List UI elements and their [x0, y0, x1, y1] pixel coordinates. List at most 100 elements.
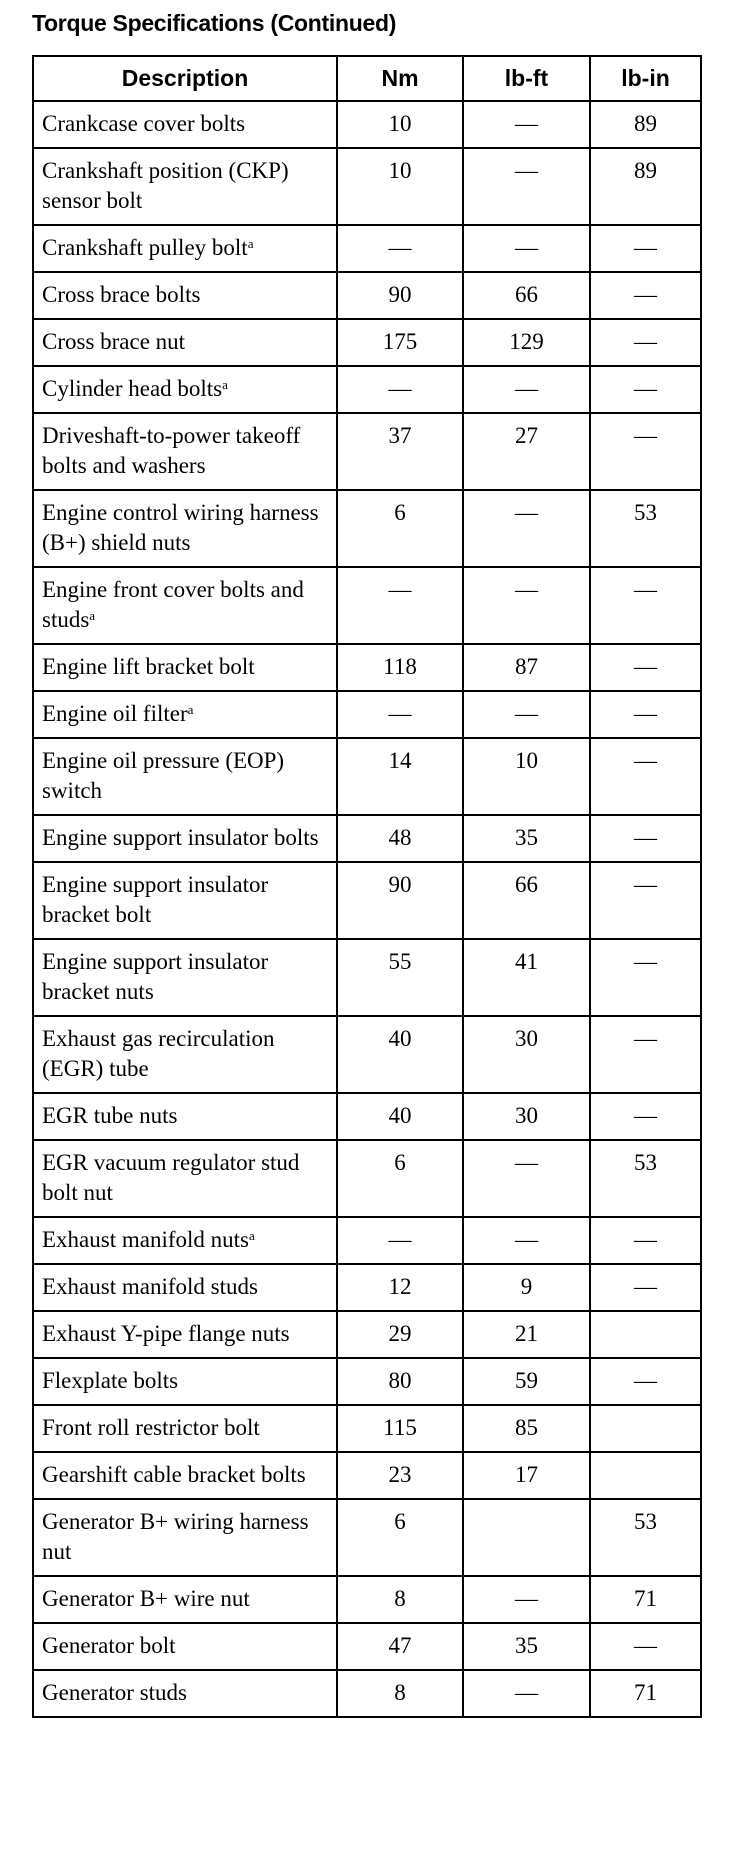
cell-lb-in: [589, 1404, 702, 1453]
cell-description: Cross brace bolts: [32, 271, 338, 320]
column-header-lb-ft: lb-ft: [462, 55, 591, 102]
cell-nm: —: [336, 224, 464, 273]
table-row: Engine front cover bolts and studsa — — —: [32, 566, 702, 645]
table-row: Cylinder head boltsa — — —: [32, 365, 702, 414]
cell-lb-in: —: [589, 814, 702, 863]
table-title: Torque Specifications (Continued): [32, 10, 397, 36]
cell-lb-in: —: [589, 365, 702, 414]
footnote-marker: a: [248, 1228, 255, 1243]
description-text: Engine oil filter: [42, 701, 188, 726]
description-text: Front roll restrictor bolt: [42, 1415, 260, 1440]
description-text: Engine control wiring harness (B+) shiel…: [42, 500, 319, 555]
table-row: Engine support insulator bolts 48 35—: [32, 814, 702, 863]
cell-description: Engine support insulator bracket nuts: [32, 938, 338, 1017]
description-text: Crankshaft position (CKP) sensor bolt: [42, 158, 289, 213]
cell-lb-in: —: [589, 412, 702, 491]
table-row: Generator B+ wiring harness nut 6 53: [32, 1498, 702, 1577]
cell-nm: 175: [336, 318, 464, 367]
cell-lb-in: —: [589, 1015, 702, 1094]
cell-description: Gearshift cable bracket bolts: [32, 1451, 338, 1500]
table-row: EGR tube nuts 40 30—: [32, 1092, 702, 1141]
cell-description: Engine oil filtera: [32, 690, 338, 739]
cell-lb-ft: 129: [462, 318, 591, 367]
cell-nm: 40: [336, 1092, 464, 1141]
table-row: Generator B+ wire nut 8—71: [32, 1575, 702, 1624]
table-row: Engine control wiring harness (B+) shiel…: [32, 489, 702, 568]
cell-nm: 47: [336, 1622, 464, 1671]
cell-description: Crankshaft position (CKP) sensor bolt: [32, 147, 338, 226]
cell-description: Engine support insulator bolts: [32, 814, 338, 863]
cell-lb-in: —: [589, 224, 702, 273]
description-text: EGR vacuum regulator stud bolt nut: [42, 1150, 300, 1205]
cell-nm: —: [336, 690, 464, 739]
description-text: Generator studs: [42, 1680, 187, 1705]
table-row: Generator studs 8—71: [32, 1669, 702, 1718]
description-text: Cylinder head bolts: [42, 376, 223, 401]
cell-lb-ft: 59: [462, 1357, 591, 1406]
cell-nm: 48: [336, 814, 464, 863]
cell-lb-ft: —: [462, 566, 591, 645]
cell-lb-in: —: [589, 1216, 702, 1265]
cell-description: Exhaust gas recirculation (EGR) tube: [32, 1015, 338, 1094]
cell-nm: —: [336, 365, 464, 414]
cell-lb-in: —: [589, 566, 702, 645]
cell-lb-in: —: [589, 271, 702, 320]
cell-lb-ft: 41: [462, 938, 591, 1017]
table-row: Engine support insulator bracket nuts 55 4…: [32, 938, 702, 1017]
cell-lb-in: —: [589, 861, 702, 940]
cell-lb-in: —: [589, 1092, 702, 1141]
cell-description: Exhaust manifold nutsa: [32, 1216, 338, 1265]
description-text: Cross brace nut: [42, 329, 186, 354]
table-row: Exhaust gas recirculation (EGR) tube 40 30…: [32, 1015, 702, 1094]
table-row: Cross brace bolts 90 66—: [32, 271, 702, 320]
cell-nm: 90: [336, 271, 464, 320]
cell-description: Crankshaft pulley bolta: [32, 224, 338, 273]
cell-description: EGR vacuum regulator stud bolt nut: [32, 1139, 338, 1218]
cell-nm: 40: [336, 1015, 464, 1094]
cell-lb-in: 89: [589, 147, 702, 226]
table-row: Engine oil filtera — — —: [32, 690, 702, 739]
cell-description: Flexplate bolts: [32, 1357, 338, 1406]
cell-nm: 115: [336, 1404, 464, 1453]
cell-nm: 8: [336, 1575, 464, 1624]
cell-lb-in: —: [589, 1622, 702, 1671]
cell-lb-ft: 35: [462, 814, 591, 863]
column-header-nm: Nm: [336, 55, 464, 102]
cell-description: Cylinder head boltsa: [32, 365, 338, 414]
header-row: Description Nm lb-ft lb-in: [32, 55, 702, 102]
description-text: Generator B+ wire nut: [42, 1586, 250, 1611]
footnote-marker: a: [247, 236, 254, 251]
cell-nm: 6: [336, 489, 464, 568]
description-text: Flexplate bolts: [42, 1368, 179, 1393]
description-text: Gearshift cable bracket bolts: [42, 1462, 306, 1487]
cell-description: Generator studs: [32, 1669, 338, 1718]
table-row: Driveshaft-to-power takeoff bolts and wa…: [32, 412, 702, 491]
table-row: Front roll restrictor bolt 115 85: [32, 1404, 702, 1453]
description-text: EGR tube nuts: [42, 1103, 178, 1128]
table-row: Flexplate bolts 80 59—: [32, 1357, 702, 1406]
description-text: Exhaust manifold nuts: [42, 1227, 249, 1252]
torque-spec-table: Description Nm lb-ft lb-in Crankcase cov…: [32, 55, 702, 1718]
cell-description: Engine lift bracket bolt: [32, 643, 338, 692]
table-row: Crankcase cover bolts 10—89: [32, 100, 702, 149]
description-text: Crankcase cover bolts: [42, 111, 246, 136]
cell-lb-in: —: [589, 643, 702, 692]
cell-description: Crankcase cover bolts: [32, 100, 338, 149]
cell-nm: 14: [336, 737, 464, 816]
description-text: Exhaust gas recirculation (EGR) tube: [42, 1026, 275, 1081]
cell-description: Exhaust Y-pipe flange nuts: [32, 1310, 338, 1359]
cell-lb-ft: —: [462, 365, 591, 414]
description-text: Engine support insulator bolts: [42, 825, 319, 850]
cell-nm: 12: [336, 1263, 464, 1312]
cell-nm: 90: [336, 861, 464, 940]
cell-lb-ft: —: [462, 690, 591, 739]
table-row: Crankshaft position (CKP) sensor bolt 10—…: [32, 147, 702, 226]
table-row: Exhaust Y-pipe flange nuts 29 21: [32, 1310, 702, 1359]
cell-lb-ft: 85: [462, 1404, 591, 1453]
cell-nm: 23: [336, 1451, 464, 1500]
cell-lb-ft: —: [462, 224, 591, 273]
cell-nm: 10: [336, 147, 464, 226]
description-text: Crankshaft pulley bolt: [42, 235, 248, 260]
table-row: Cross brace nut 175 129—: [32, 318, 702, 367]
cell-lb-ft: —: [462, 1139, 591, 1218]
